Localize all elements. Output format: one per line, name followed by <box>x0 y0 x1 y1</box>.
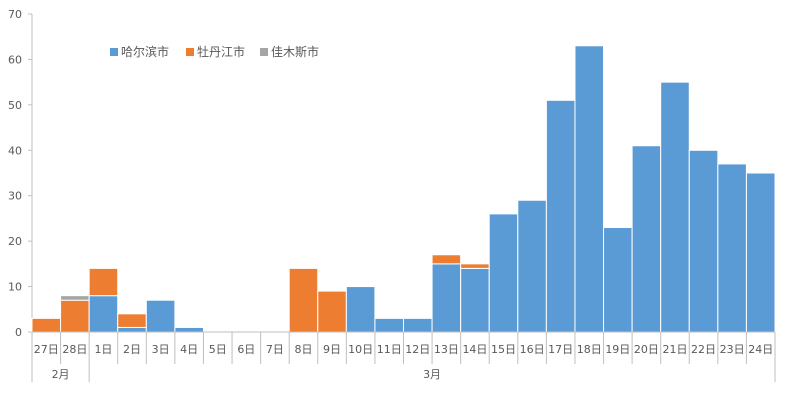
bar-0-24 <box>717 163 747 333</box>
legend-swatch-2 <box>260 48 268 56</box>
x-tick-label: 22日 <box>691 343 716 356</box>
x-tick-label: 3日 <box>152 343 170 356</box>
bar-0-13 <box>403 317 433 333</box>
bar-0-2 <box>88 295 119 333</box>
bar-1-14 <box>431 254 462 265</box>
bar-0-16 <box>488 213 519 333</box>
legend-label-1: 牡丹江市 <box>197 44 245 59</box>
y-tick-label: 0 <box>15 326 22 339</box>
bar-0-23 <box>688 149 719 333</box>
bar-1-10 <box>317 290 347 333</box>
bar-0-12 <box>374 317 404 333</box>
bar-0-5 <box>174 326 204 333</box>
x-tick-label: 2日 <box>123 343 141 356</box>
x-tick-label: 5日 <box>209 343 227 356</box>
bar-1-9 <box>288 267 319 333</box>
x-tick-label: 7日 <box>266 343 284 356</box>
x-tick-label: 1日 <box>94 343 112 356</box>
bar-1-15 <box>460 263 490 269</box>
y-tick-label: 70 <box>8 8 22 21</box>
x-tick-label: 23日 <box>720 343 745 356</box>
x-axis: 27日 28日 1日 2日 3日 4日 5日 6日 7日 8日 9日 10日 11日 12日 13日 14日 1… <box>31 331 776 382</box>
x-tick-label: 12日 <box>405 343 430 356</box>
x-tick-label: 10日 <box>348 343 373 356</box>
bar-0-25 <box>745 172 776 333</box>
x-tick-label: 13日 <box>434 343 459 356</box>
bar-0-18 <box>545 99 576 333</box>
legend: 哈尔滨市 牡丹江市 佳木斯市 <box>110 44 319 59</box>
x-tick-label: 11日 <box>377 343 402 356</box>
bar-1-0 <box>31 317 62 333</box>
x-tick-label: 16日 <box>520 343 545 356</box>
x-tick-label: 19日 <box>605 343 630 356</box>
x-tick-label: 18日 <box>577 343 602 356</box>
y-tick-label: 10 <box>8 281 22 294</box>
y-tick-label: 20 <box>8 235 22 248</box>
bar-0-17 <box>517 199 547 333</box>
y-tick-label: 60 <box>8 53 22 66</box>
legend-label-0: 哈尔滨市 <box>121 44 169 59</box>
x-tick-label: 15日 <box>491 343 516 356</box>
legend-label-2: 佳木斯市 <box>271 44 319 59</box>
bar-2-1 <box>60 295 90 301</box>
bar-1-1 <box>60 299 90 333</box>
x-tick-label: 4日 <box>180 343 198 356</box>
x-tick-label: 20日 <box>634 343 659 356</box>
bar-1-2 <box>88 267 119 297</box>
bar-0-22 <box>660 81 690 333</box>
bar-0-21 <box>631 145 662 333</box>
x-tick-label: 24日 <box>748 343 773 356</box>
y-axis: 0 10 20 30 40 50 60 70 <box>8 8 33 339</box>
bars <box>31 45 776 333</box>
x-tick-label: 8日 <box>294 343 312 356</box>
bar-1-3 <box>117 313 147 328</box>
x-tick-label: 14日 <box>462 343 487 356</box>
x-tick-label: 9日 <box>323 343 341 356</box>
y-tick-label: 30 <box>8 190 22 203</box>
x-tick-label: 6日 <box>237 343 255 356</box>
bar-0-11 <box>345 286 376 333</box>
x-tick-label: 28日 <box>62 343 87 356</box>
bar-0-19 <box>574 45 605 333</box>
bar-0-20 <box>603 227 633 333</box>
legend-swatch-0 <box>110 48 118 56</box>
legend-swatch-1 <box>186 48 194 56</box>
bar-0-14 <box>431 263 462 333</box>
bar-0-15 <box>460 267 490 333</box>
group-label: 2月 <box>52 368 70 381</box>
x-tick-label: 21日 <box>662 343 687 356</box>
group-label: 3月 <box>423 368 441 381</box>
bar-0-3 <box>117 326 147 333</box>
x-tick-label: 27日 <box>34 343 59 356</box>
y-tick-label: 40 <box>8 144 22 157</box>
y-tick-label: 50 <box>8 99 22 112</box>
x-tick-label: 17日 <box>548 343 573 356</box>
bar-0-4 <box>145 299 176 333</box>
